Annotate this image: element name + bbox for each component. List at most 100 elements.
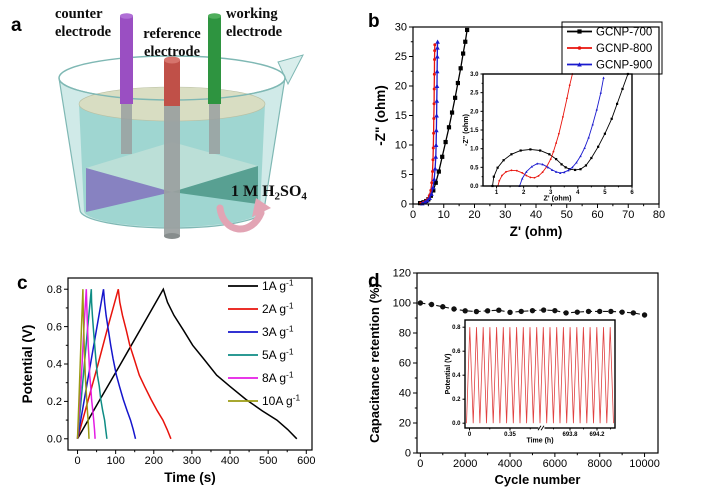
- cycling-inset: 0 0.35 693.8 694.2 0.0 0.2 0.4 0.6 0.8 Time (h) Po…: [445, 319, 616, 445]
- tick-label: 2: [522, 190, 526, 196]
- tick-label: 4000: [498, 458, 522, 470]
- legend-label: 8A g-1: [262, 370, 294, 386]
- tick-label: 80: [399, 328, 411, 340]
- tick-label: 0: [468, 432, 472, 438]
- x-axis-label: Time (s): [164, 470, 216, 485]
- tick-label: 0: [401, 199, 407, 211]
- x-axis-label: Z' (ohm): [543, 194, 572, 203]
- beaker-illustration: [58, 13, 304, 239]
- panel-a: a: [0, 0, 355, 250]
- tick-label: 30: [499, 209, 511, 221]
- reference-rod-bottom: [164, 233, 180, 239]
- tick-label: 6: [630, 190, 634, 196]
- y-axis-label: Potential (V): [20, 325, 35, 404]
- tick-label: 15: [395, 110, 407, 122]
- legend-label: GCNP-800: [596, 43, 652, 55]
- series-line: [420, 44, 436, 204]
- tick-label: 5: [401, 169, 407, 181]
- panel-b: b 0 10 20 30 40 50 60 70 80 0 5 10 15 20 25 30 Z' (ohm) -…: [355, 0, 709, 250]
- axis-break: [538, 426, 545, 430]
- y-axis-ticks: 0 20 40 60 80 100 120: [393, 268, 417, 460]
- tick-label: 0.5: [470, 165, 479, 171]
- tick-label: 0.0: [47, 434, 62, 446]
- reference-electrode-label-line2: electrode: [144, 44, 201, 60]
- tick-label: 5: [603, 190, 607, 196]
- series-1A g: [76, 287, 298, 440]
- panel-d-label: d: [368, 271, 380, 292]
- tick-label: 400: [221, 455, 239, 467]
- x-axis-ticks: 1 2 3 4 5 6: [495, 186, 634, 196]
- cycling-plot: 0 2000 4000 6000 8000 10000 0 20 40 60 80 100 120 Cyc…: [367, 268, 660, 487]
- tick-label: 0.8: [452, 325, 461, 331]
- tick-label: 120: [393, 268, 411, 280]
- tick-label: 50: [561, 209, 573, 221]
- working-electrode-label-line2: electrode: [226, 24, 283, 40]
- pour-arrow-head: [252, 198, 271, 217]
- series-line: [466, 327, 614, 424]
- legend-label: 5A g-1: [262, 347, 294, 363]
- reference-electrode-rod: [164, 60, 180, 106]
- series-line: [76, 289, 172, 440]
- tick-label: 0: [410, 209, 416, 221]
- series-line: [76, 289, 108, 439]
- y-axis-ticks: 0.0 0.2 0.4 0.6 0.8: [452, 325, 465, 427]
- tick-label: 694.2: [589, 432, 605, 438]
- y-axis-label: -Z" (ohm): [461, 113, 470, 146]
- legend-label: GCNP-900: [596, 60, 652, 72]
- cell-illustration: counter electrode reference electrode wo…: [55, 6, 307, 239]
- tick-label: 0.4: [452, 373, 461, 379]
- working-electrode-label-line1: working: [226, 6, 278, 22]
- series-GCNP-900: [419, 39, 440, 206]
- y-axis-ticks: 0.0 0.5 1.0 1.5 2.0 2.5 3.0: [470, 72, 483, 190]
- legend-label: 2A g-1: [262, 301, 294, 317]
- reference-electrode-label-line1: reference: [143, 26, 201, 42]
- electrode-plate-right: [172, 166, 258, 204]
- tick-label: 0: [74, 455, 80, 467]
- counter-electrode-label-line1: counter: [55, 6, 103, 22]
- legend-label: 1A g-1: [262, 278, 294, 294]
- tick-label: 0.35: [504, 432, 516, 438]
- series-line: [76, 289, 90, 439]
- legend-label: 10A g-1: [262, 393, 300, 409]
- plot-bg: [483, 74, 632, 186]
- tick-label: 0: [417, 458, 423, 470]
- tick-label: 20: [399, 418, 411, 430]
- x-axis-ticks: 0 0.35 693.8 694.2: [468, 428, 611, 438]
- y-axis-label: Capacitance retention (%): [367, 283, 382, 443]
- tick-label: 200: [145, 455, 163, 467]
- y-axis-label: -Z" (ohm): [373, 85, 388, 145]
- tick-label: 0.6: [47, 321, 62, 333]
- legend: GCNP-700 GCNP-800 GCNP-900: [561, 21, 663, 75]
- working-electrode-rod: [208, 16, 221, 104]
- counter-rod-top: [120, 13, 133, 19]
- series-cycling-wave: [466, 327, 614, 424]
- tick-label: 25: [395, 51, 407, 63]
- panel-c: c 0 100 200 300 400 500 600 0.0 0.2 0.4 0.6 0.8 Time…: [0, 250, 355, 494]
- tick-label: 10: [395, 140, 407, 152]
- tick-label: 60: [399, 358, 411, 370]
- counter-electrode-label-line2: electrode: [55, 24, 112, 40]
- nyquist-inset: 1 2 3 4 5 6 0.0 0.5 1.0 1.5 2.0 2.5 3.0 Z' (ohm) -Z" (…: [461, 72, 634, 202]
- tick-label: 600: [297, 455, 315, 467]
- tick-label: 2.5: [470, 91, 479, 97]
- panel-d: d 0 2000 4000 6000 8000 10000 0 20 40 60 80 100 120 C…: [355, 250, 709, 494]
- legend-label: GCNP-700: [596, 27, 652, 39]
- y-axis-ticks: 0 5 10 15 20 25 30: [395, 22, 413, 211]
- tick-label: 1.5: [470, 128, 479, 134]
- counter-rod-submerged: [121, 102, 132, 154]
- cycling-chart: 0 2000 4000 6000 8000 10000 0 20 40 60 80 100 120 Cyc…: [367, 268, 660, 487]
- panel-c-label: c: [17, 273, 28, 294]
- tick-label: 0.2: [47, 396, 62, 408]
- tick-label: 0.2: [452, 397, 461, 403]
- x-axis-ticks: 0 100 200 300 400 500 600: [74, 450, 315, 467]
- tick-label: 4: [576, 190, 580, 196]
- working-rod-submerged: [209, 102, 220, 154]
- tick-label: 80: [653, 209, 665, 221]
- electrode-plate-left: [86, 168, 172, 212]
- tick-label: 70: [622, 209, 634, 221]
- tick-label: 0: [405, 448, 411, 460]
- reference-rod-top: [164, 56, 180, 64]
- gcd-plot: 0 100 200 300 400 500 600 0.0 0.2 0.4 0.6 0.8 Time (…: [20, 277, 315, 485]
